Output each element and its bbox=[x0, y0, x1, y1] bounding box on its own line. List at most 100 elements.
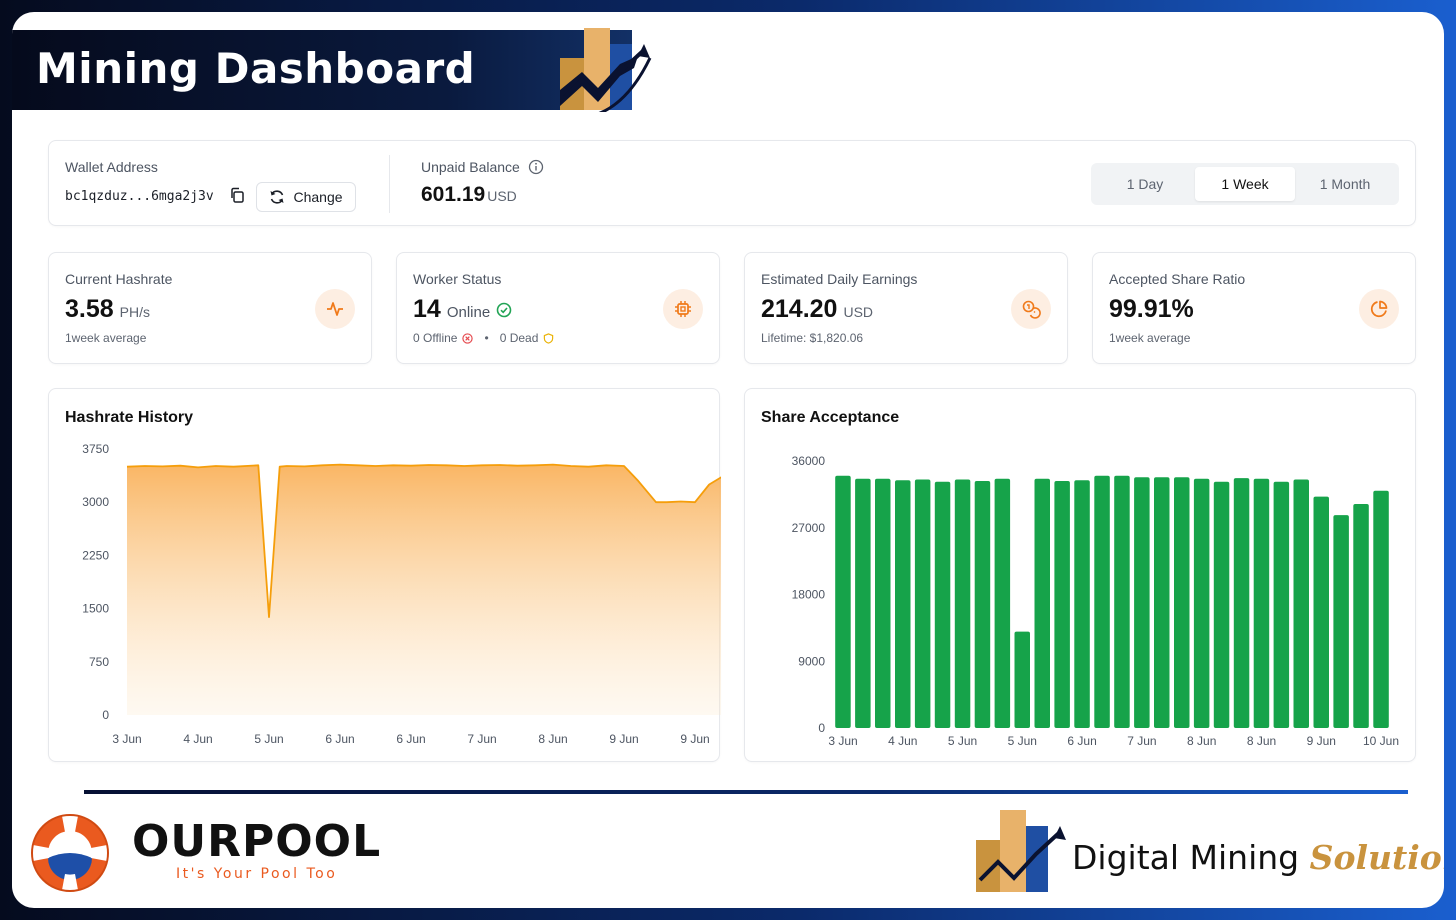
share-x-tick: 5 Jun bbox=[1008, 734, 1037, 748]
worker-status-card: Worker Status 14 Online 0 Offline • 0 De… bbox=[396, 252, 720, 364]
share-ratio-sub: 1week average bbox=[1109, 331, 1191, 345]
footer-divider bbox=[84, 790, 1408, 794]
unpaid-balance-value: 601.19 USD bbox=[421, 183, 517, 207]
hashrate-y-tick: 750 bbox=[89, 655, 109, 669]
change-wallet-button[interactable]: Change bbox=[256, 182, 356, 212]
current-hashrate-card: Current Hashrate 3.58 PH/s 1week average bbox=[48, 252, 372, 364]
share-bar bbox=[1313, 496, 1329, 728]
range-1-month-button[interactable]: 1 Month bbox=[1295, 167, 1395, 201]
share-bar bbox=[1094, 475, 1110, 728]
share-y-tick: 9000 bbox=[798, 654, 825, 668]
title-banner: Mining Dashboard bbox=[12, 30, 632, 110]
unpaid-balance-amount: 601.19 bbox=[421, 183, 486, 206]
hashrate-line bbox=[126, 463, 721, 618]
share-bar bbox=[1014, 631, 1030, 728]
worker-status-label: Worker Status bbox=[413, 271, 502, 287]
share-x-tick: 7 Jun bbox=[1127, 734, 1156, 748]
separator-dot: • bbox=[484, 331, 489, 345]
share-bar bbox=[1034, 478, 1050, 728]
share-bar bbox=[855, 478, 871, 728]
worker-dead-count: 0 Dead bbox=[499, 331, 539, 345]
share-x-tick: 8 Jun bbox=[1247, 734, 1276, 748]
worker-status-sub: 0 Offline • 0 Dead bbox=[413, 331, 554, 345]
share-bar bbox=[1373, 490, 1389, 728]
hashrate-y-tick: 3000 bbox=[82, 495, 109, 509]
hashrate-x-tick: 5 Jun bbox=[254, 732, 283, 746]
wallet-address-value: bc1qzduz...6mga2j3v bbox=[65, 189, 214, 204]
check-circle-icon bbox=[496, 302, 512, 317]
hashrate-x-tick: 7 Jun bbox=[467, 732, 496, 746]
share-acceptance-title: Share Acceptance bbox=[761, 409, 900, 426]
daily-earnings-value: 214.20 bbox=[761, 295, 838, 323]
digital-mining-logo-icon bbox=[976, 810, 1066, 892]
worker-status-value-row: 14 Online bbox=[413, 295, 512, 324]
activity-icon bbox=[315, 289, 355, 329]
coins-icon bbox=[1011, 289, 1051, 329]
info-icon[interactable] bbox=[528, 159, 544, 175]
x-circle-icon bbox=[462, 332, 474, 344]
share-x-tick: 8 Jun bbox=[1187, 734, 1216, 748]
share-bar bbox=[1074, 480, 1090, 728]
share-y-tick: 36000 bbox=[792, 454, 826, 468]
digital-mining-logo-icon bbox=[560, 28, 652, 112]
dms-brand-main: Digital Mining bbox=[1072, 838, 1300, 877]
share-x-tick: 6 Jun bbox=[1067, 734, 1096, 748]
share-ratio-card: Accepted Share Ratio 99.91% 1week averag… bbox=[1092, 252, 1416, 364]
worker-offline-count: 0 Offline bbox=[413, 331, 458, 345]
current-hashrate-label: Current Hashrate bbox=[65, 271, 173, 287]
hashrate-y-tick: 3750 bbox=[82, 442, 109, 456]
share-bar bbox=[974, 481, 991, 728]
share-bar bbox=[1273, 481, 1290, 728]
unpaid-balance-unit: USD bbox=[487, 188, 517, 204]
worker-online-label: Online bbox=[446, 304, 491, 321]
range-1-week-button[interactable]: 1 Week bbox=[1195, 167, 1295, 201]
current-hashrate-value: 3.58 bbox=[65, 295, 114, 323]
share-bar bbox=[914, 479, 931, 728]
share-x-tick: 10 Jun bbox=[1363, 734, 1399, 748]
ourpool-tagline: It's Your Pool Too bbox=[176, 866, 338, 882]
share-ratio-value: 99.91% bbox=[1109, 295, 1194, 323]
share-ratio-label: Accepted Share Ratio bbox=[1109, 271, 1246, 287]
share-bar bbox=[1233, 478, 1250, 728]
ourpool-logo: OURPOOL It's Your Pool Too bbox=[22, 808, 382, 898]
current-hashrate-value-row: 3.58 PH/s bbox=[65, 295, 150, 324]
dms-brand-name: Digital Mining Solutions bbox=[1072, 838, 1444, 877]
digital-mining-solutions-logo: Digital Mining Solutions bbox=[972, 808, 1444, 898]
share-acceptance-chart: 0 9000 18000 27000 36000 3 Jun 4 Jun 5 Jun 5 Jun… bbox=[792, 454, 1399, 748]
share-bar bbox=[1253, 478, 1270, 728]
current-hashrate-sub: 1week average bbox=[65, 331, 147, 345]
hashrate-x-tick: 4 Jun bbox=[183, 732, 212, 746]
hashrate-y-tick: 0 bbox=[102, 708, 109, 722]
share-bar bbox=[1333, 515, 1349, 728]
hashrate-x-tick: 8 Jun bbox=[538, 732, 567, 746]
range-1-day-button[interactable]: 1 Day bbox=[1095, 167, 1195, 201]
lifetime-earnings: Lifetime: $1,820.06 bbox=[761, 331, 864, 345]
hashrate-x-tick: 6 Jun bbox=[396, 732, 425, 746]
dms-brand-accent: Solutions bbox=[1309, 838, 1444, 877]
share-bar bbox=[1134, 477, 1150, 728]
current-hashrate-unit: PH/s bbox=[119, 304, 151, 320]
share-y-tick: 18000 bbox=[792, 588, 826, 602]
share-x-tick: 9 Jun bbox=[1307, 734, 1336, 748]
share-x-tick: 4 Jun bbox=[888, 734, 917, 748]
share-bar bbox=[1293, 479, 1309, 728]
hashrate-area bbox=[127, 464, 721, 715]
hashrate-history-card: Hashrate History 0 750 1500 2250 3000 3750 3 J… bbox=[48, 388, 721, 762]
share-bar bbox=[835, 475, 851, 728]
share-bar bbox=[1174, 477, 1190, 728]
share-bar bbox=[1114, 475, 1130, 728]
share-bar bbox=[1154, 477, 1170, 728]
pie-chart-icon bbox=[1359, 289, 1399, 329]
hashrate-x-tick: 6 Jun bbox=[325, 732, 354, 746]
copy-icon[interactable] bbox=[229, 187, 245, 203]
hashrate-x-tick: 3 Jun bbox=[112, 732, 141, 746]
page-title: Mining Dashboard bbox=[36, 44, 476, 93]
worker-online-count: 14 bbox=[413, 295, 441, 323]
hashrate-x-tick: 9 Jun bbox=[680, 732, 709, 746]
wallet-divider bbox=[389, 155, 390, 213]
share-x-tick: 5 Jun bbox=[948, 734, 977, 748]
hashrate-y-tick: 2250 bbox=[82, 548, 109, 562]
change-button-label: Change bbox=[293, 189, 343, 205]
share-bar bbox=[934, 481, 951, 728]
hashrate-history-chart: 0 750 1500 2250 3000 3750 3 Jun 4 Jun 5 Jun 6 Jun… bbox=[82, 442, 721, 746]
